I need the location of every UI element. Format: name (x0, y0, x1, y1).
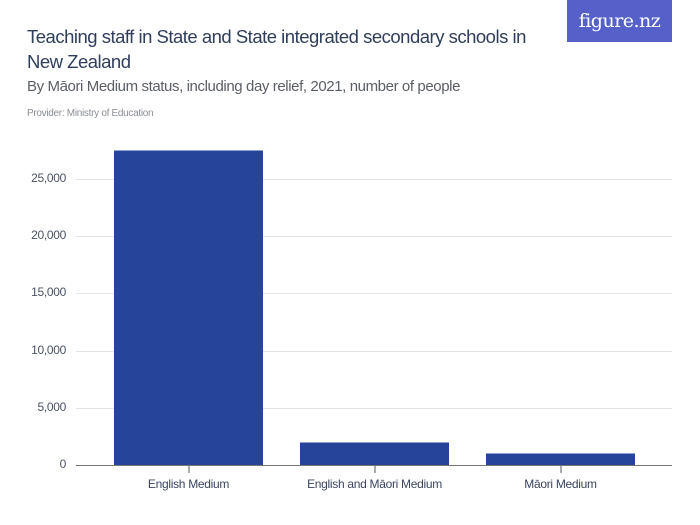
gridline (76, 350, 672, 352)
x-axis-tick (187, 466, 190, 473)
gridline (76, 236, 672, 238)
y-axis-tick-label: 5,000 (37, 399, 66, 414)
bar-1[interactable] (300, 442, 449, 465)
x-axis-category-label: English and Māori Medium (307, 477, 442, 491)
chart-subtitle: By Māori Medium status, including day re… (27, 78, 461, 95)
y-axis-tick-label: 10,000 (31, 342, 66, 357)
bar-0[interactable] (114, 150, 263, 465)
x-axis-line (76, 465, 672, 466)
x-axis-category-label: English Medium (147, 477, 230, 491)
gridline (76, 179, 672, 180)
chart-title: Teaching staff in State and State integr… (27, 26, 526, 72)
bar-2[interactable] (486, 452, 635, 465)
figure-nz-logo[interactable]: figure.nz (567, 0, 672, 42)
y-axis-tick-label: 15,000 (31, 285, 66, 300)
y-axis-tick-label: 0 (59, 457, 67, 471)
x-axis-category-label: Māori Medium (524, 477, 597, 491)
y-axis-tick-label: 20,000 (31, 228, 66, 243)
gridline (76, 407, 672, 409)
x-axis-tick (559, 466, 562, 473)
y-axis-tick-label: 25,000 (31, 171, 66, 185)
gridline (76, 293, 672, 295)
x-axis-tick (373, 466, 376, 473)
data-provider: Provider: Ministry of Education (27, 108, 154, 119)
